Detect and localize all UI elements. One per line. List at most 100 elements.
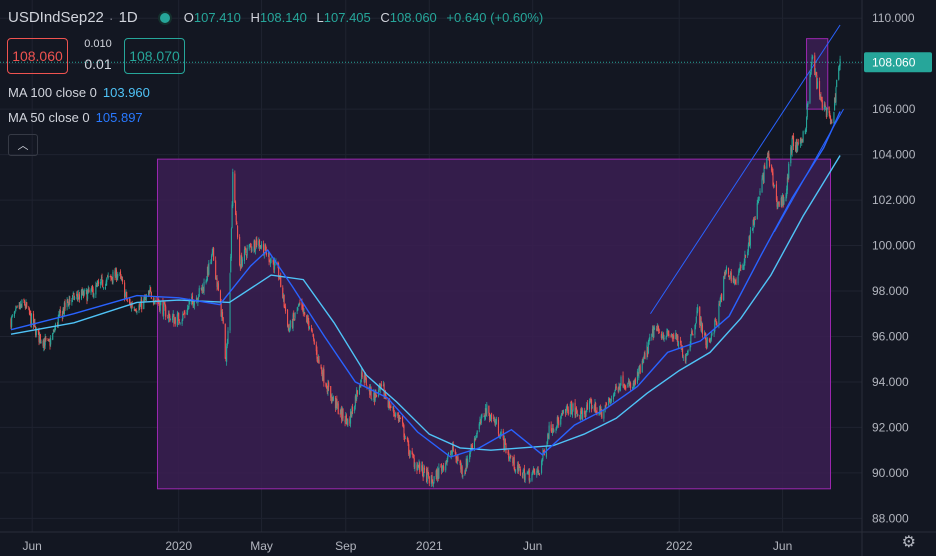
candle-body [599, 405, 601, 413]
candle-body [184, 311, 186, 315]
candle-body [732, 277, 734, 283]
candle-body [177, 313, 179, 315]
candle-body [226, 342, 228, 346]
candle-body [773, 184, 775, 186]
candle-body [660, 334, 662, 339]
candle-body [508, 457, 510, 458]
candle-body [28, 308, 30, 315]
candle-body [562, 412, 564, 415]
candle-body [320, 365, 322, 369]
candle-body [200, 287, 202, 289]
candle-body [178, 312, 180, 322]
candle-body [235, 213, 237, 222]
high-value: 108.140 [259, 10, 307, 25]
candle-body [234, 201, 237, 215]
candle-body [82, 290, 84, 296]
candle-body [284, 306, 287, 312]
candle-body [382, 384, 384, 387]
candle-body [575, 408, 577, 414]
candle-body [373, 392, 376, 402]
candle-body [321, 372, 324, 380]
candle-body [672, 335, 674, 339]
candle-body [617, 387, 619, 392]
candle-body [742, 265, 744, 270]
collapse-legend-button[interactable]: ︿ [8, 134, 38, 156]
candle-body [260, 246, 262, 248]
candle-body [119, 272, 121, 274]
candle-body [612, 395, 615, 400]
time-axis[interactable]: Jun 2020 May Sep 2021 Jun 2022 Jun [0, 531, 936, 553]
candle-body [106, 276, 109, 278]
candle-body [757, 200, 759, 204]
interval-label[interactable]: 1D [118, 9, 138, 26]
candle-body [780, 197, 782, 206]
gear-icon[interactable]: ⚙ [901, 534, 916, 551]
candle-body [508, 452, 510, 459]
candle-body [471, 445, 473, 449]
candle-body [838, 65, 840, 68]
candle-body [667, 330, 669, 335]
candle-body [163, 303, 165, 305]
candle-body [54, 324, 57, 331]
candle-body [495, 418, 497, 425]
candle-body [588, 401, 591, 410]
buy-button[interactable]: 108.070 [124, 38, 185, 74]
ma100-legend[interactable]: MA 100 close 0 103.960 [8, 85, 150, 100]
candle-body [326, 387, 328, 393]
candle-body [756, 203, 758, 220]
candle-body [619, 385, 621, 391]
candle-body [93, 293, 95, 298]
candle-body [374, 391, 376, 401]
candle-body [452, 445, 454, 451]
candle-body [518, 467, 520, 470]
candle-body [633, 383, 635, 386]
candle-body [331, 396, 333, 401]
candle-body [754, 219, 756, 220]
candle-body [59, 309, 61, 314]
candle-body [339, 412, 341, 415]
candle-body [507, 451, 509, 454]
candle-body [661, 337, 663, 339]
candle-body [143, 298, 145, 309]
candle-body [753, 219, 756, 225]
candle-body [19, 304, 22, 308]
candle-body [69, 300, 71, 301]
candle-body [514, 469, 516, 471]
candle-body [670, 335, 672, 337]
candle-body [493, 419, 495, 421]
candle-body [306, 315, 308, 323]
candle-body [384, 392, 387, 397]
candle-body [782, 195, 784, 206]
candle-body [802, 131, 804, 142]
candle-body [278, 264, 280, 278]
candle-body [558, 420, 560, 426]
time-tick-label: Jun [773, 539, 792, 553]
candle-body [139, 304, 141, 307]
candle-body [743, 261, 745, 266]
candle-body [78, 293, 80, 298]
candle-body [541, 458, 543, 462]
candle-body [464, 471, 466, 475]
candle-body [636, 371, 638, 383]
candle-body [335, 399, 337, 410]
open-value: 107.410 [193, 10, 241, 25]
candle-body [713, 332, 715, 335]
candle-body [251, 249, 253, 251]
candle-body [133, 307, 135, 308]
ma50-legend[interactable]: MA 50 close 0 105.897 [8, 110, 143, 125]
candle-body [493, 417, 495, 419]
candle-body [485, 409, 487, 414]
candle-body [425, 468, 428, 483]
candle-body [739, 263, 741, 268]
candle-body [462, 475, 464, 477]
candle-body [239, 266, 241, 268]
candle-body [423, 468, 426, 470]
candle-body [402, 416, 404, 424]
symbol-name[interactable]: USDIndSep22 [8, 9, 104, 26]
candle-body [792, 135, 795, 147]
candle-body [673, 334, 675, 339]
candle-body [460, 462, 462, 470]
sell-button[interactable]: 108.060 [7, 38, 68, 74]
